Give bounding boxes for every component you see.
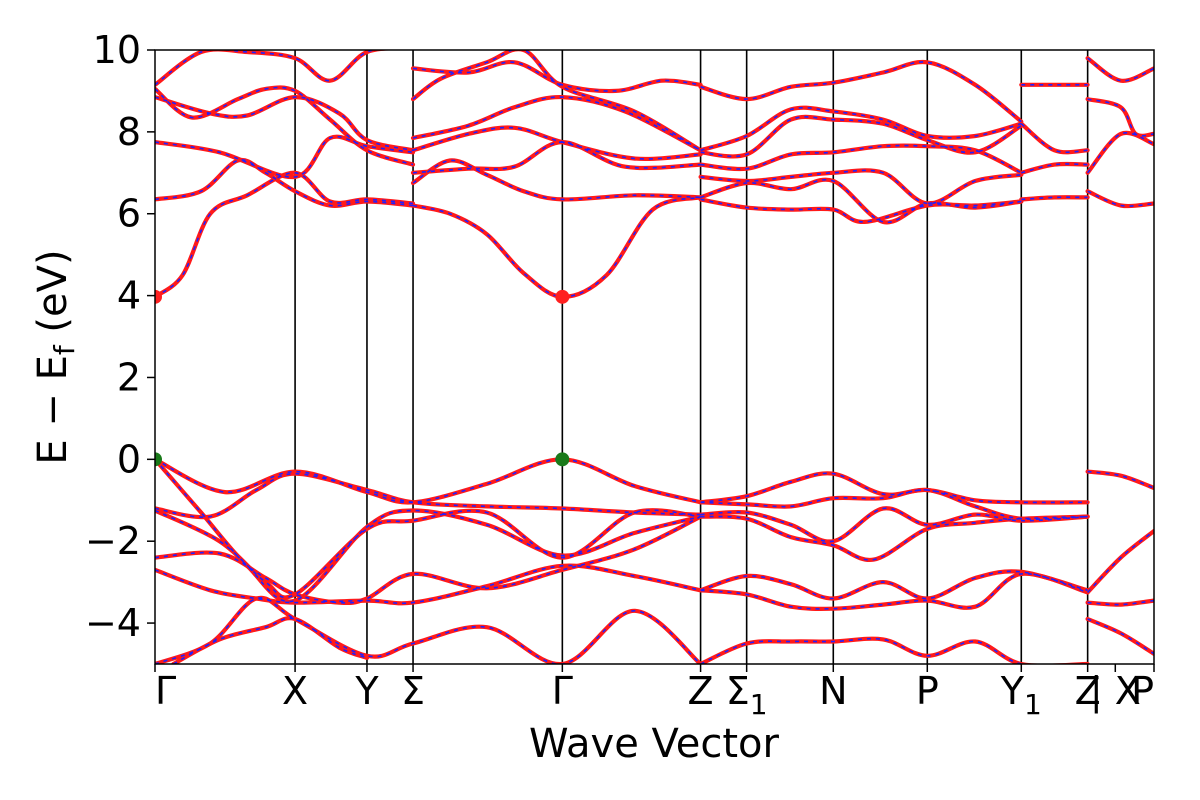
band-45 <box>1085 598 1154 607</box>
band-overlay-1 <box>155 86 414 166</box>
band-overlay-9 <box>412 126 701 160</box>
band-overlay-46 <box>1087 618 1154 655</box>
band-lines <box>155 50 1154 664</box>
band-41 <box>698 571 1090 611</box>
band-overlay-12 <box>412 196 701 298</box>
extremum-marker-0 <box>155 289 162 304</box>
band-0 <box>155 50 414 87</box>
band-overlay-31 <box>155 458 701 603</box>
band-overlay-39 <box>700 515 1088 561</box>
x-tick-label-8: P <box>916 669 939 713</box>
band-39 <box>698 514 1090 563</box>
band-overlay-8 <box>412 96 701 152</box>
band-overlay-36 <box>700 472 1088 504</box>
x-tick-label-2: Y <box>354 669 379 713</box>
band-overlay-13 <box>700 61 1022 123</box>
band-overlay-2 <box>155 96 414 152</box>
band-46 <box>1085 616 1154 656</box>
band-29 <box>155 471 703 520</box>
band-13 <box>698 59 1024 124</box>
band-overlay-15 <box>700 116 1022 158</box>
band-18 <box>698 177 1024 225</box>
band-overlay-40 <box>700 570 1088 600</box>
band-4 <box>155 157 416 208</box>
band-overlay-10 <box>412 141 701 174</box>
band-overlay-0 <box>155 50 379 86</box>
band-5 <box>155 170 416 299</box>
band-overlay-26 <box>1086 132 1154 174</box>
band-overlay-42 <box>700 637 1088 664</box>
band-overlay-5 <box>155 171 414 298</box>
y-tick-label-3: 2 <box>117 355 141 399</box>
band-overlay-27 <box>1087 190 1154 207</box>
band-28 <box>155 457 703 505</box>
y-tick-label-1: −2 <box>85 519 141 563</box>
x-tick-label-5: Z <box>688 669 714 713</box>
y-axis-label: E − Ef (eV) <box>30 249 81 464</box>
band-12 <box>410 195 703 299</box>
band-overlay-28 <box>155 458 701 504</box>
y-tick-label-7: 10 <box>93 28 141 72</box>
y-axis-ticks: −4 −2 0 2 4 6 8 10 <box>85 28 155 645</box>
x-axis-label: Wave Vector <box>529 721 780 767</box>
band-overlay-38 <box>700 507 1088 543</box>
x-tick-label-6: Σ1 <box>726 669 768 721</box>
band-lines-overlay <box>155 50 1154 664</box>
band-2 <box>155 94 416 153</box>
x-tick-label-12: P <box>1131 669 1154 713</box>
band-24 <box>1085 56 1154 83</box>
band-19 <box>698 197 1024 225</box>
extremum-marker-3 <box>555 452 570 467</box>
band-overlay-11 <box>412 159 701 201</box>
band-overlay-35 <box>173 617 368 664</box>
x-tick-label-10: Z <box>1075 669 1101 713</box>
band-overlay-44 <box>1087 530 1154 593</box>
band-overlay-37 <box>700 489 1088 520</box>
x-axis-ticks: Γ X Y Σ Γ Z Σ1 N P Y1 Z| XP <box>154 664 1155 721</box>
y-tick-label-6: 8 <box>117 110 141 154</box>
band-overlay-6 <box>412 61 701 92</box>
band-overlay-24 <box>1087 57 1154 82</box>
x-tick-label-4: Γ <box>552 669 573 713</box>
x-tick-label-1: X <box>282 669 308 713</box>
x-tick-label-9: Y1 <box>1000 669 1042 721</box>
band-overlay-7 <box>412 50 702 151</box>
plot-frame <box>154 49 1155 665</box>
band-33 <box>155 563 703 606</box>
band-21 <box>1019 121 1090 155</box>
y-tick-label-2: 0 <box>117 437 141 481</box>
extremum-marker-1 <box>555 289 570 304</box>
x-tick-label-3: Σ <box>401 669 425 713</box>
band-43 <box>1085 469 1154 491</box>
band-overlay-41 <box>700 573 1088 610</box>
y-tick-label-0: −4 <box>85 601 141 645</box>
band-overlay-17 <box>700 169 1022 205</box>
band-17 <box>698 168 1024 206</box>
band-overlay-25 <box>1087 98 1154 137</box>
band-23 <box>1019 195 1090 202</box>
band-14 <box>698 105 1024 153</box>
band-27 <box>1085 189 1154 209</box>
band-overlay-18 <box>700 178 1022 224</box>
extrema-markers <box>155 289 570 467</box>
band-overlay-34 <box>155 597 702 664</box>
y-tick-label-5: 6 <box>117 192 141 236</box>
x-tick-label-11: | X <box>1090 669 1141 714</box>
y-tick-label-4: 4 <box>117 274 141 318</box>
band-overlay-16 <box>700 144 1022 174</box>
band-overlay-21 <box>1020 123 1088 154</box>
band-44 <box>1085 528 1154 595</box>
band-25 <box>1085 97 1154 138</box>
band-34 <box>155 595 703 664</box>
x-tick-label-7: N <box>819 669 847 713</box>
band-6 <box>410 59 703 94</box>
extremum-marker-2 <box>155 452 162 467</box>
band-overlay-30 <box>155 509 701 599</box>
x-tick-label-0: Γ <box>155 669 176 713</box>
band-overlay-3 <box>155 135 414 178</box>
band-overlay-32 <box>155 515 701 604</box>
band-22 <box>1019 161 1090 175</box>
